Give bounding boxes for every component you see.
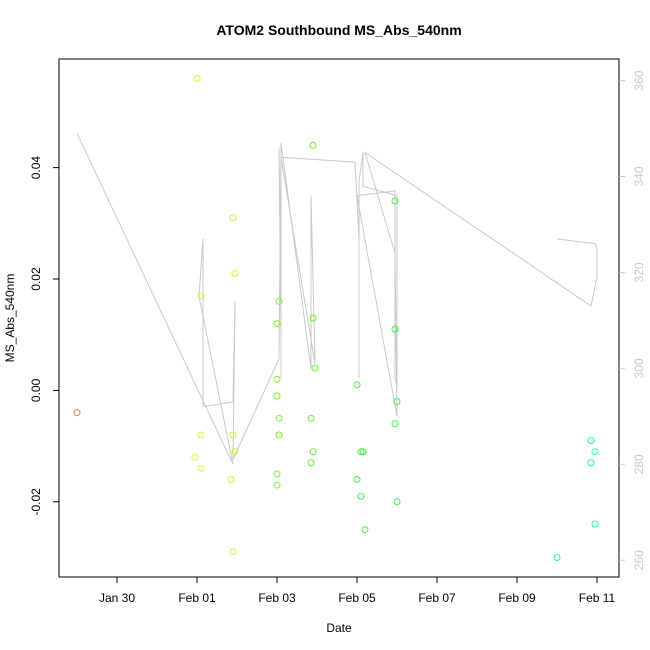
line-series-path bbox=[76, 133, 598, 465]
data-point bbox=[197, 464, 205, 472]
data-point bbox=[275, 297, 283, 305]
data-point bbox=[275, 431, 283, 439]
data-point bbox=[197, 431, 205, 439]
y-left-tick-label: 0.00 bbox=[29, 378, 43, 402]
data-point bbox=[309, 448, 317, 456]
data-point bbox=[391, 420, 399, 428]
y-right-tick-label: 300 bbox=[632, 358, 646, 378]
x-tick-label: Jan 30 bbox=[99, 591, 135, 605]
data-point bbox=[311, 364, 319, 372]
x-tick-label: Feb 03 bbox=[258, 591, 296, 605]
data-point bbox=[307, 414, 315, 422]
data-point bbox=[273, 375, 281, 383]
data-point bbox=[553, 554, 561, 561]
data-point bbox=[229, 548, 237, 556]
data-point bbox=[73, 409, 81, 417]
y-right-tick-label: 320 bbox=[632, 262, 646, 282]
data-point bbox=[391, 197, 399, 205]
data-point bbox=[307, 459, 315, 467]
data-point bbox=[193, 75, 201, 82]
data-point bbox=[391, 325, 399, 333]
y-left-tick-label: -0.02 bbox=[29, 488, 43, 516]
data-point bbox=[191, 453, 199, 461]
data-point bbox=[273, 392, 281, 400]
data-point bbox=[229, 431, 237, 439]
data-point bbox=[309, 141, 317, 149]
x-tick-label: Feb 11 bbox=[579, 591, 616, 605]
data-point bbox=[587, 437, 595, 444]
data-point bbox=[275, 414, 283, 422]
data-point bbox=[229, 214, 237, 222]
data-point bbox=[231, 448, 239, 456]
x-tick-label: Feb 01 bbox=[178, 591, 216, 605]
data-point bbox=[231, 269, 239, 277]
data-point bbox=[591, 448, 599, 456]
y-left-tick-label: 0.04 bbox=[29, 156, 43, 180]
data-point bbox=[361, 526, 369, 534]
y-right-tick-label: 260 bbox=[632, 550, 646, 570]
x-axis: Jan 30 Feb 01 Feb 03 Feb 05 Feb 07 Feb 09 Feb … bbox=[99, 577, 616, 605]
data-point bbox=[353, 381, 361, 389]
y-axis-left: -0.02 0.00 0.02 0.04 bbox=[29, 156, 59, 516]
y-right-tick-label: 340 bbox=[632, 166, 646, 186]
scatter-points bbox=[73, 75, 599, 561]
x-axis-label: Date bbox=[326, 621, 352, 635]
data-point bbox=[591, 520, 599, 528]
y-axis-right: 260 280 300 320 340 360 bbox=[619, 70, 646, 570]
data-point bbox=[357, 448, 365, 456]
data-point bbox=[273, 320, 281, 328]
data-point bbox=[197, 292, 205, 300]
x-tick-label: Feb 09 bbox=[498, 591, 536, 605]
y-right-tick-label: 280 bbox=[632, 454, 646, 474]
line-series bbox=[76, 133, 598, 465]
data-point bbox=[393, 498, 401, 506]
data-point bbox=[393, 398, 401, 405]
data-point bbox=[227, 476, 235, 483]
x-tick-label: Feb 07 bbox=[418, 591, 456, 605]
data-point bbox=[357, 492, 365, 500]
y-left-tick-label: 0.02 bbox=[29, 267, 43, 291]
x-tick-label: Feb 05 bbox=[338, 591, 376, 605]
y-right-tick-label: 360 bbox=[632, 70, 646, 90]
data-point bbox=[309, 314, 317, 322]
y-axis-label: MS_Abs_540nm bbox=[3, 274, 17, 363]
chart-title: ATOM2 Southbound MS_Abs_540nm bbox=[216, 22, 461, 38]
data-point bbox=[353, 476, 361, 483]
data-point bbox=[273, 470, 281, 478]
data-point bbox=[273, 481, 281, 489]
plot-frame bbox=[58, 58, 620, 578]
data-point bbox=[359, 448, 367, 456]
data-point bbox=[587, 459, 595, 467]
